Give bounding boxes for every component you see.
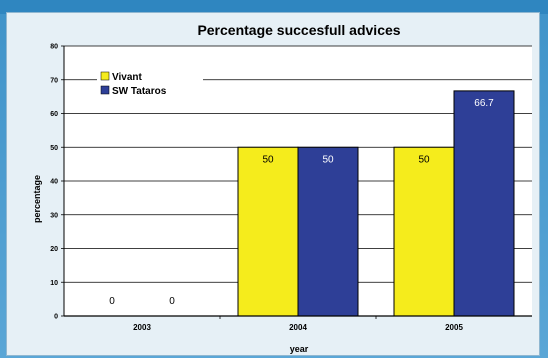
data-label: 50: [262, 154, 274, 165]
y-tick-label: 30: [50, 212, 58, 219]
x-tick-label: 2003: [133, 323, 151, 332]
y-tick-label: 80: [50, 44, 58, 51]
y-axis-label: percentage: [32, 175, 42, 223]
y-tick-label: 20: [50, 246, 58, 253]
legend: Vivant SW Tataros: [97, 68, 203, 100]
data-label: 50: [418, 154, 430, 165]
y-tick-label: 50: [50, 145, 58, 152]
bar-vivant: [393, 146, 455, 317]
x-tick-label: 2004: [289, 323, 307, 332]
bar-vivant: [237, 146, 299, 317]
data-labels: 0 0 50 50 50 66.7: [109, 98, 494, 307]
y-tick-label: 70: [50, 77, 58, 84]
legend-swatch-sw-tataros: [100, 85, 110, 95]
data-label: 0: [109, 296, 115, 307]
header-strip: [0, 0, 548, 14]
y-tick-label: 40: [50, 179, 58, 186]
data-label: 50: [322, 154, 334, 165]
data-label: 0: [169, 296, 175, 307]
x-tick-label: 2005: [445, 323, 463, 332]
data-label: 66.7: [474, 98, 494, 109]
legend-label-sw-tataros: SW Tataros: [112, 86, 167, 97]
axes: [63, 46, 532, 317]
bar-sw-tataros: [297, 146, 359, 317]
legend-swatch-vivant: [100, 71, 110, 81]
x-axis-label: year: [290, 344, 309, 354]
legend-label-vivant: Vivant: [112, 72, 142, 83]
y-axis-ticks: 0 10 20 30 40 50 60 70 80: [50, 44, 64, 321]
legend-box: [97, 68, 203, 100]
y-tick-label: 10: [50, 280, 58, 287]
x-axis-ticks: 2003 2004 2005: [133, 316, 463, 332]
chart-title: Percentage succesfull advices: [197, 22, 400, 38]
y-tick-label: 60: [50, 111, 58, 118]
y-tick-label: 0: [54, 314, 58, 321]
bar-sw-tataros: [453, 90, 515, 317]
